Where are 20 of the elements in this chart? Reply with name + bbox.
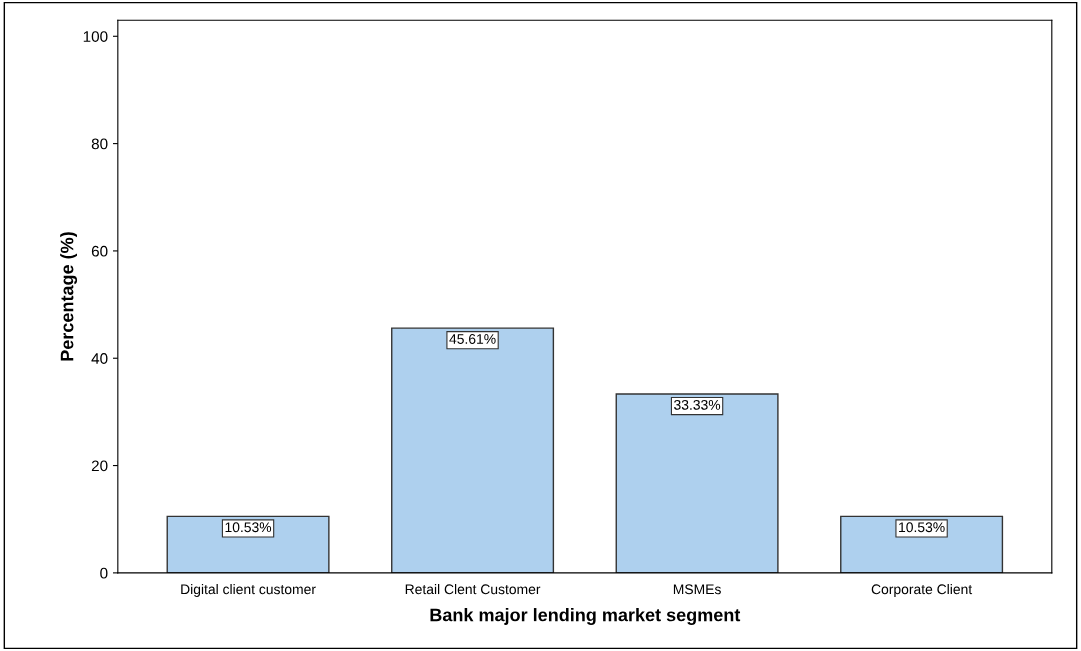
y-axis-title: Percentage (%) — [60, 232, 78, 361]
x-tick-label: Retail Clent Customer — [405, 583, 541, 595]
y-tick-label: 100 — [83, 31, 108, 42]
y-tick-label: 60 — [91, 245, 108, 257]
y-tick-label: 0 — [100, 567, 108, 579]
data-label: 45.61% — [449, 334, 496, 344]
bar — [391, 327, 555, 573]
x-axis-title: Bank major lending market segment — [430, 608, 741, 625]
bar — [166, 515, 330, 573]
data-label: 33.33% — [674, 399, 721, 410]
y-tick-label: 80 — [91, 138, 108, 150]
bar — [615, 393, 779, 573]
data-label: 10.53% — [225, 522, 272, 533]
data-label: 10.53% — [899, 522, 945, 533]
y-tick-label: 40 — [91, 353, 108, 364]
x-tick-label: MSMEs — [673, 584, 721, 595]
x-tick-label: Digital client customer — [181, 583, 316, 597]
bar — [840, 515, 1004, 573]
x-tick-label: Corporate Client — [871, 583, 973, 597]
y-tick-label: 20 — [91, 460, 108, 472]
